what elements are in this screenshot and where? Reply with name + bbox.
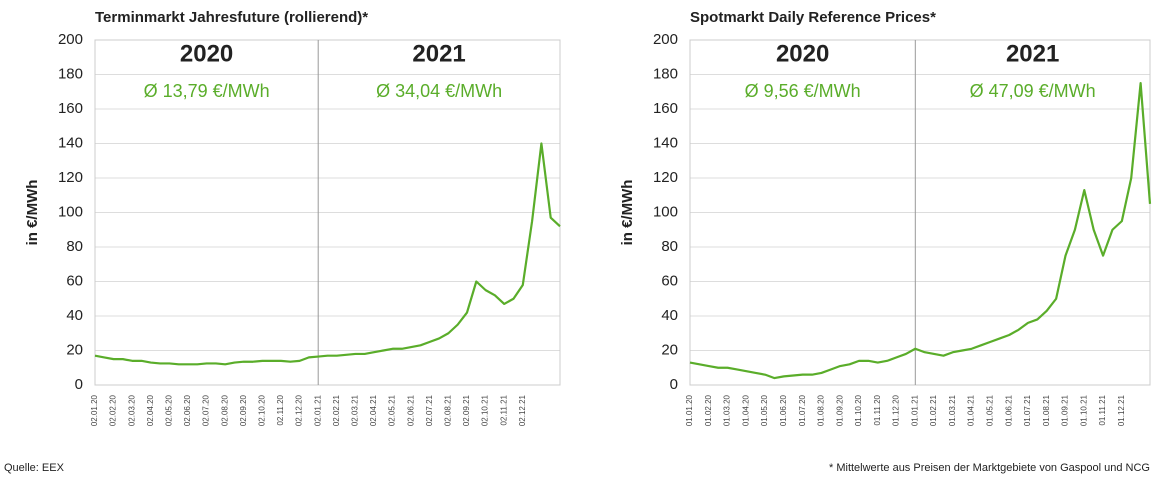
y-tick-label: 40 bbox=[661, 307, 678, 324]
x-tick-label: 01.09.20 bbox=[835, 394, 844, 426]
x-tick-label: 02.12.21 bbox=[518, 394, 527, 426]
x-tick-label: 02.01.20 bbox=[90, 394, 99, 426]
x-tick-label: 02.09.21 bbox=[462, 394, 471, 426]
x-tick-label: 01.05.20 bbox=[760, 394, 769, 426]
x-tick-label: 01.02.21 bbox=[929, 394, 938, 426]
y-axis-title: in €/MWh bbox=[24, 180, 41, 246]
plot-frame bbox=[689, 39, 1151, 386]
x-tick-label: 02.03.21 bbox=[351, 394, 360, 426]
price-line bbox=[689, 82, 1152, 380]
average-label: Ø 34,04 €/MWh bbox=[376, 81, 502, 101]
y-tick-label: 20 bbox=[661, 341, 678, 358]
average-label: Ø 47,09 €/MWh bbox=[970, 81, 1096, 101]
x-tick-label: 02.09.20 bbox=[239, 394, 248, 426]
y-tick-label: 120 bbox=[58, 169, 83, 186]
x-tick-label: 01.02.20 bbox=[704, 394, 713, 426]
x-tick-label: 01.07.21 bbox=[1023, 394, 1032, 426]
y-tick-label: 20 bbox=[66, 341, 83, 358]
year-label: 2020 bbox=[180, 40, 233, 67]
x-tick-label: 02.05.20 bbox=[165, 394, 174, 426]
x-tick-label: 01.05.21 bbox=[986, 394, 995, 426]
year-label: 2020 bbox=[776, 40, 829, 67]
x-tick-label: 01.09.21 bbox=[1061, 394, 1070, 426]
x-tick-label: 02.11.20 bbox=[276, 394, 285, 425]
x-tick-label: 02.05.21 bbox=[388, 394, 397, 426]
x-tick-label: 01.12.20 bbox=[892, 394, 901, 426]
x-tick-label: 01.04.20 bbox=[741, 394, 750, 426]
average-label: Ø 9,56 €/MWh bbox=[745, 81, 861, 101]
y-tick-label: 80 bbox=[66, 238, 83, 255]
x-tick-label: 02.08.20 bbox=[220, 394, 229, 426]
plot-frame bbox=[94, 39, 561, 386]
x-tick-label: 02.01.21 bbox=[313, 394, 322, 426]
y-tick-label: 100 bbox=[653, 203, 678, 220]
y-tick-label: 200 bbox=[653, 31, 678, 48]
x-tick-label: 02.04.20 bbox=[146, 394, 155, 426]
x-tick-label: 02.03.20 bbox=[127, 394, 136, 426]
year-label: 2021 bbox=[1006, 40, 1059, 67]
x-tick-label: 01.11.21 bbox=[1098, 394, 1107, 425]
x-tick-label: 01.03.20 bbox=[723, 394, 732, 426]
y-tick-label: 100 bbox=[58, 203, 83, 220]
x-tick-label: 01.08.21 bbox=[1042, 394, 1051, 426]
x-tick-label: 02.12.20 bbox=[295, 394, 304, 426]
x-tick-label: 02.06.20 bbox=[183, 394, 192, 426]
x-tick-label: 01.01.20 bbox=[685, 394, 694, 426]
x-tick-label: 01.07.20 bbox=[798, 394, 807, 426]
footnote: * Mittelwerte aus Preisen der Marktgebie… bbox=[829, 462, 1150, 474]
y-tick-label: 160 bbox=[653, 100, 678, 117]
y-tick-label: 160 bbox=[58, 100, 83, 117]
x-tick-label: 01.04.21 bbox=[967, 394, 976, 426]
y-tick-label: 200 bbox=[58, 31, 83, 48]
x-tick-label: 02.11.21 bbox=[499, 394, 508, 425]
x-tick-label: 02.10.20 bbox=[258, 394, 267, 426]
y-tick-label: 0 bbox=[670, 376, 678, 393]
x-tick-label: 01.06.21 bbox=[1004, 394, 1013, 426]
x-tick-label: 02.07.20 bbox=[202, 394, 211, 426]
y-tick-label: 180 bbox=[653, 65, 678, 82]
year-label: 2021 bbox=[412, 40, 465, 67]
y-tick-label: 60 bbox=[66, 272, 83, 289]
x-tick-label: 01.12.21 bbox=[1117, 394, 1126, 426]
x-tick-label: 02.02.20 bbox=[109, 394, 118, 426]
chart-title: Terminmarkt Jahresfuture (rollierend)* bbox=[95, 9, 368, 26]
y-tick-label: 80 bbox=[661, 238, 678, 255]
x-tick-label: 02.04.21 bbox=[369, 394, 378, 426]
y-tick-label: 120 bbox=[653, 169, 678, 186]
x-tick-label: 01.11.20 bbox=[873, 394, 882, 425]
chart-title: Spotmarkt Daily Reference Prices* bbox=[690, 9, 936, 26]
y-tick-label: 60 bbox=[661, 272, 678, 289]
x-tick-label: 02.02.21 bbox=[332, 394, 341, 426]
x-tick-label: 02.08.21 bbox=[444, 394, 453, 426]
average-label: Ø 13,79 €/MWh bbox=[144, 81, 270, 101]
x-tick-label: 02.06.21 bbox=[406, 394, 415, 426]
x-tick-label: 01.01.21 bbox=[910, 394, 919, 426]
x-tick-label: 01.10.20 bbox=[854, 394, 863, 426]
x-tick-label: 02.10.21 bbox=[481, 394, 490, 426]
y-tick-label: 0 bbox=[75, 376, 83, 393]
y-tick-label: 180 bbox=[58, 65, 83, 82]
x-tick-label: 01.08.20 bbox=[817, 394, 826, 426]
price-line bbox=[94, 142, 561, 366]
x-tick-label: 02.07.21 bbox=[425, 394, 434, 426]
x-tick-label: 01.03.21 bbox=[948, 394, 957, 426]
x-tick-label: 01.06.20 bbox=[779, 394, 788, 426]
x-tick-label: 01.10.21 bbox=[1079, 394, 1088, 426]
y-tick-label: 140 bbox=[653, 134, 678, 151]
y-tick-label: 140 bbox=[58, 134, 83, 151]
source: Quelle: EEX bbox=[4, 462, 65, 474]
y-axis-title: in €/MWh bbox=[619, 180, 636, 246]
y-tick-label: 40 bbox=[66, 307, 83, 324]
